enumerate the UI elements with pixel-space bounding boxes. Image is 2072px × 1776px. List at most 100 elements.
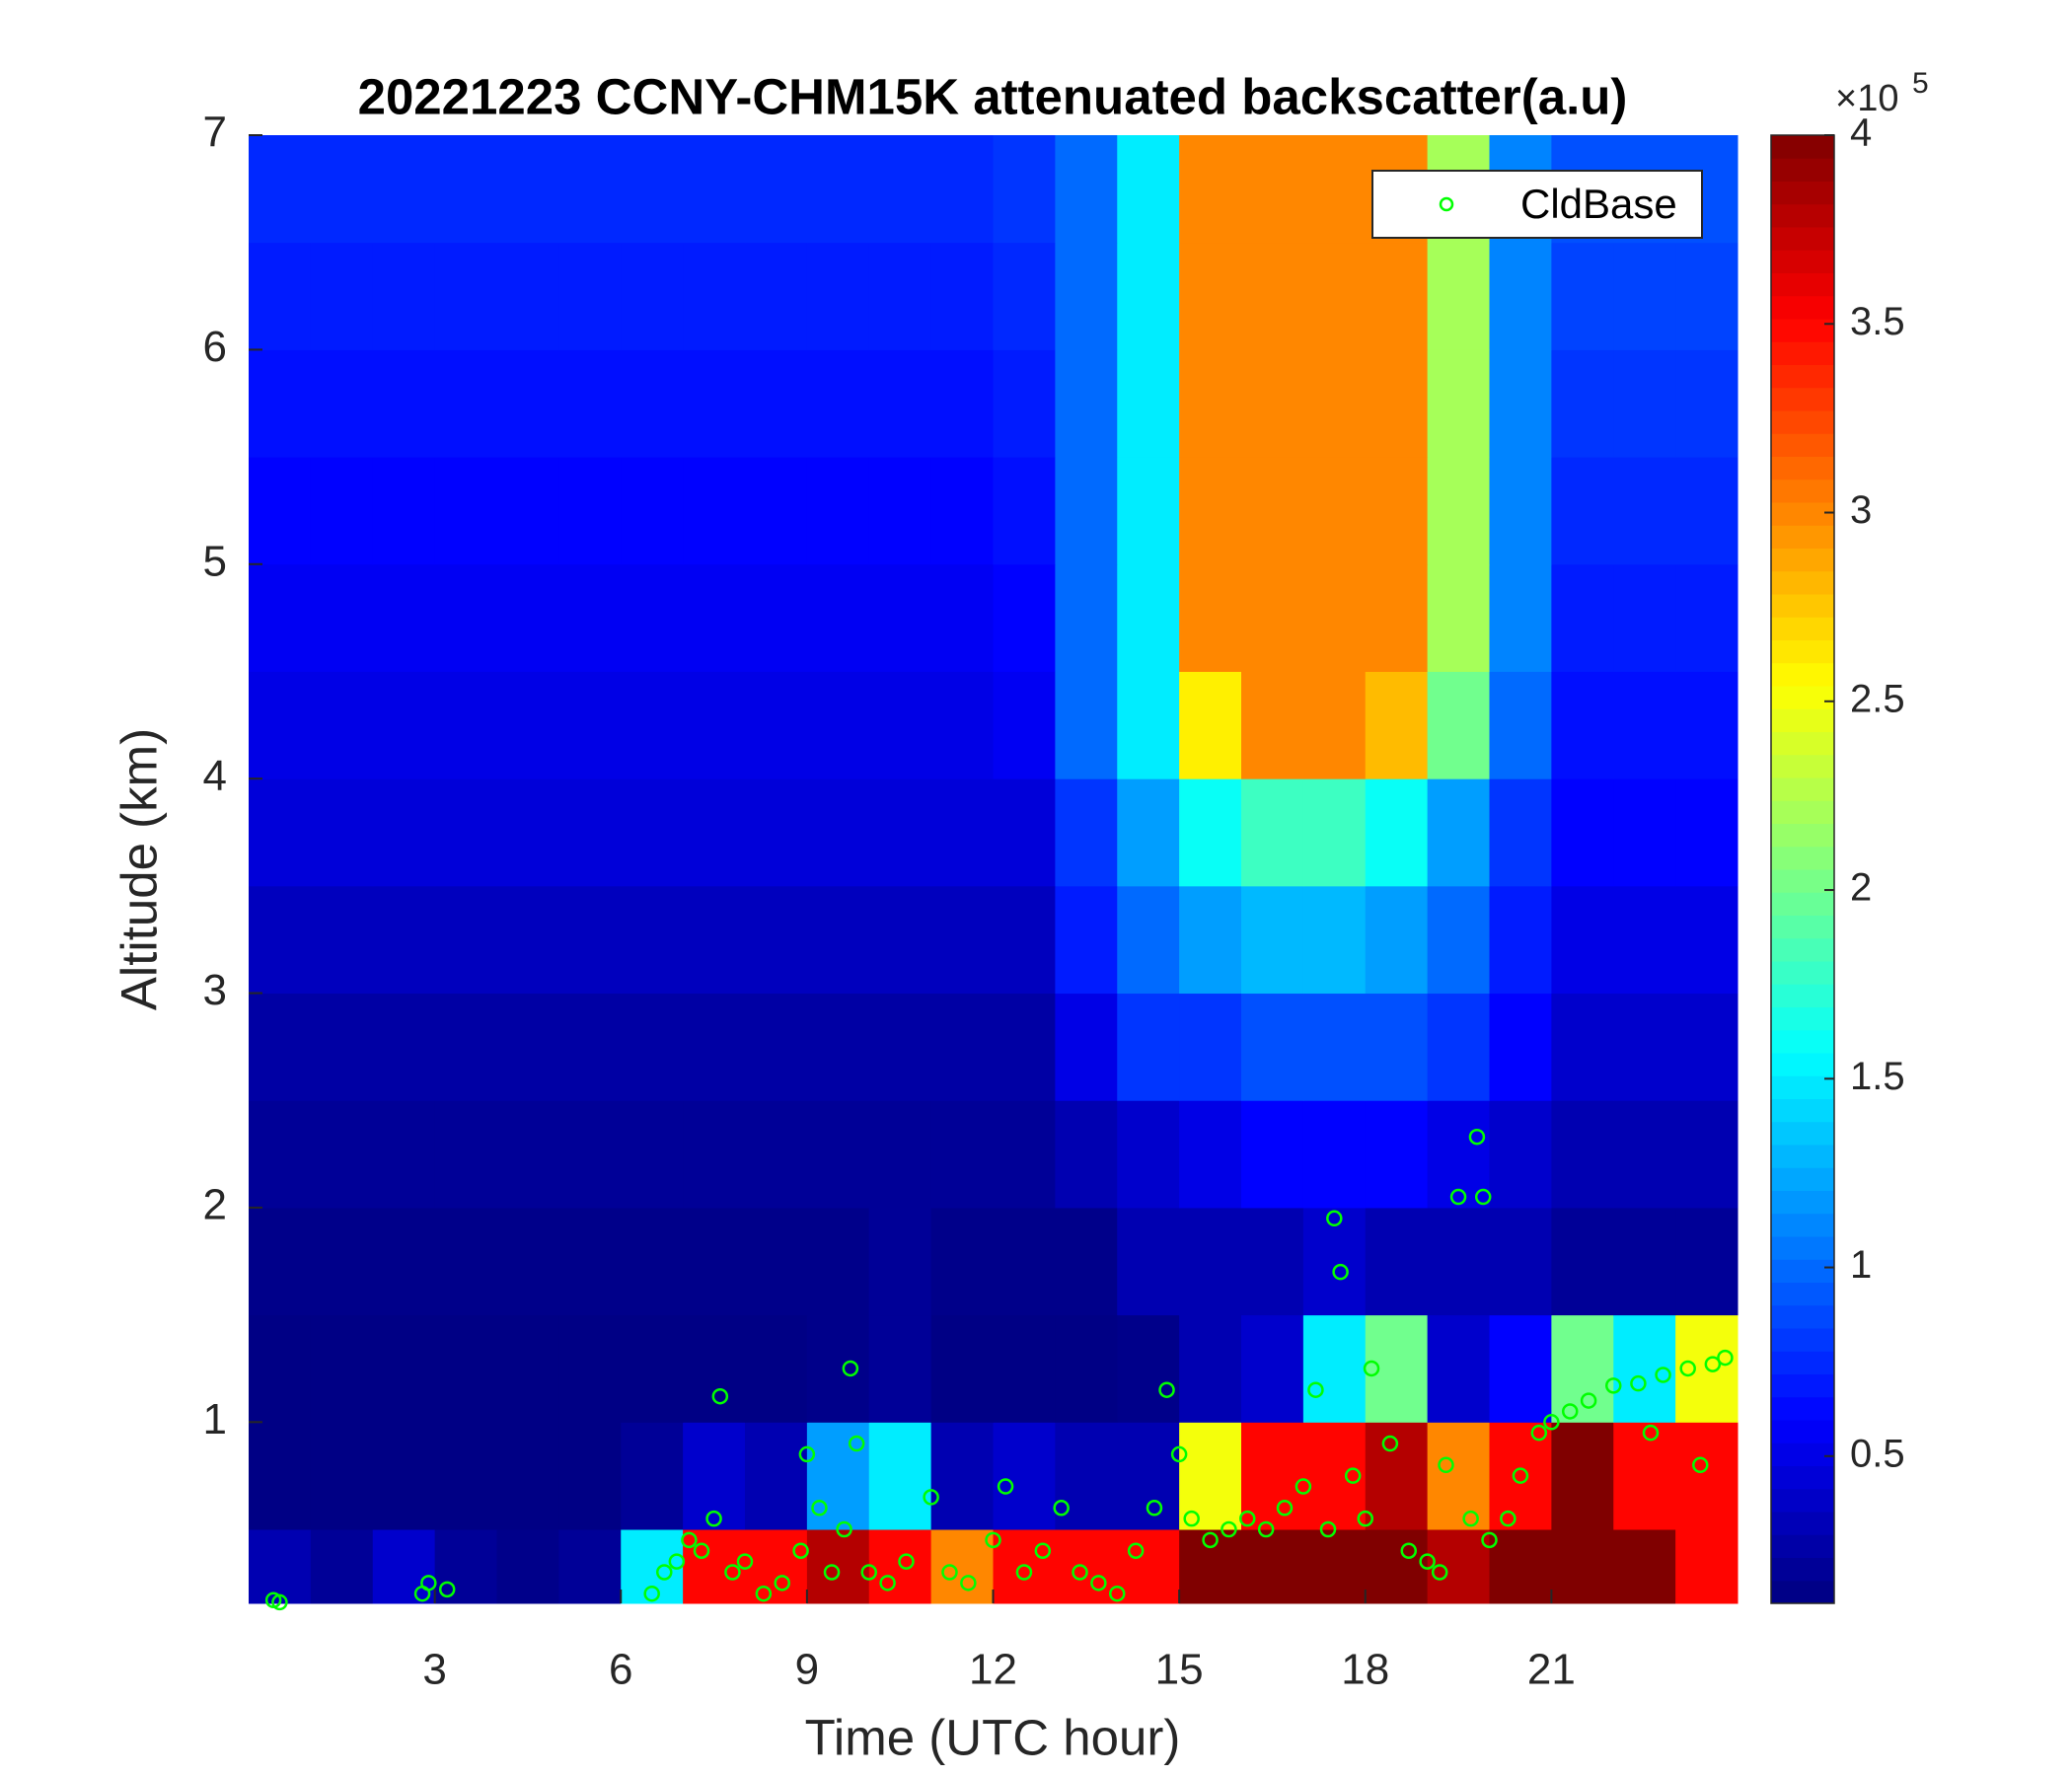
heatmap-cell xyxy=(1551,993,1614,1101)
heatmap-cell xyxy=(496,1529,559,1604)
heatmap-cell xyxy=(1427,778,1490,887)
heatmap-cell xyxy=(1365,885,1429,995)
colorbar-multiplier: ×10 xyxy=(1835,78,1898,119)
heatmap-cell xyxy=(1302,1422,1367,1530)
heatmap-cell xyxy=(1117,1314,1180,1423)
heatmap-cell xyxy=(1117,671,1180,779)
heatmap-cell xyxy=(558,885,622,995)
heatmap-cell xyxy=(1179,885,1242,995)
heatmap-cell xyxy=(249,671,312,779)
heatmap-cell xyxy=(993,135,1056,244)
cloud-base-point xyxy=(643,1585,660,1602)
heatmap-cell xyxy=(434,563,497,672)
heatmap-cell xyxy=(496,1314,559,1423)
heatmap-cell xyxy=(1117,1529,1180,1604)
heatmap-cell xyxy=(1551,349,1614,458)
cloud-base-point xyxy=(1481,1531,1498,1549)
heatmap-cell xyxy=(434,1100,497,1209)
heatmap-cell xyxy=(1365,1207,1429,1316)
heatmap-cell xyxy=(621,242,684,350)
heatmap-cell xyxy=(1613,1529,1676,1604)
heatmap-cell xyxy=(1241,1529,1304,1604)
chart-title: 20221223 CCNY-CHM15K attenuated backscat… xyxy=(358,68,1628,124)
colorbar-step xyxy=(1771,1190,1834,1215)
heatmap-cell xyxy=(1241,671,1304,779)
heatmap-cell xyxy=(745,885,808,995)
heatmap-cell xyxy=(806,778,870,887)
heatmap-cell xyxy=(1365,671,1429,779)
cloud-base-point xyxy=(1530,1424,1548,1442)
legend-label: CldBase xyxy=(1520,181,1677,227)
cloud-base-point xyxy=(1221,1520,1237,1538)
cloud-base-point xyxy=(1158,1381,1175,1398)
heatmap-cell xyxy=(1055,1100,1118,1209)
cloud-base-point xyxy=(1295,1478,1312,1495)
heatmap-cell xyxy=(1551,1422,1614,1530)
heatmap-cell xyxy=(1427,1207,1490,1316)
heatmap-cell xyxy=(558,778,622,887)
cloud-base-point xyxy=(836,1520,852,1538)
heatmap-cell xyxy=(1241,135,1304,244)
cloud-base-point xyxy=(811,1500,828,1517)
cloud-base-point xyxy=(1655,1367,1671,1383)
cloud-base-point xyxy=(1363,1360,1380,1377)
heatmap-cell xyxy=(1055,778,1118,887)
colorbar-step xyxy=(1771,1282,1834,1306)
colorbar-step xyxy=(1771,686,1834,709)
heatmap-cell xyxy=(745,993,808,1101)
cloud-base-point xyxy=(1400,1542,1418,1559)
x-tick-label: 9 xyxy=(795,1646,819,1694)
heatmap-cell xyxy=(1613,993,1676,1101)
colorbar-step xyxy=(1771,594,1834,618)
colorbar-step xyxy=(1771,1534,1834,1558)
heatmap-cell xyxy=(868,563,932,672)
heatmap-cell xyxy=(496,1207,559,1316)
heatmap-cell xyxy=(745,242,808,350)
heatmap-cell xyxy=(372,778,436,887)
cloud-base-point xyxy=(1561,1403,1579,1420)
heatmap-cell xyxy=(496,457,559,565)
heatmap-cell xyxy=(1302,457,1367,565)
heatmap-cell xyxy=(310,885,374,995)
colorbar-step xyxy=(1771,800,1834,824)
cloud-base-point xyxy=(1090,1575,1107,1591)
cloud-base-point xyxy=(1431,1564,1448,1581)
cloud-base-point xyxy=(1580,1392,1597,1409)
heatmap-cell xyxy=(558,242,622,350)
colorbar-step xyxy=(1771,1557,1834,1582)
heatmap-cell xyxy=(310,242,374,350)
colorbar-step xyxy=(1771,1236,1834,1260)
heatmap-cell xyxy=(434,885,497,995)
heatmap-cell xyxy=(249,349,312,458)
heatmap-cell xyxy=(1302,885,1367,995)
heatmap-cell xyxy=(868,135,932,244)
heatmap-cell xyxy=(1179,1529,1242,1604)
heatmap-cell xyxy=(1613,671,1676,779)
cloud-base-point xyxy=(1053,1500,1070,1517)
heatmap-cell xyxy=(1489,993,1552,1101)
cloud-base-point xyxy=(1109,1585,1126,1602)
heatmap-cell xyxy=(1365,1100,1429,1209)
heatmap-cell xyxy=(930,242,994,350)
colorbar-step xyxy=(1771,1580,1834,1604)
cloud-base-point xyxy=(736,1553,754,1570)
heatmap-cell xyxy=(621,778,684,887)
colorbar-step xyxy=(1771,1396,1834,1421)
heatmap-cell xyxy=(1365,1529,1429,1604)
colorbar-step xyxy=(1771,456,1834,481)
cloud-base-point xyxy=(842,1360,859,1377)
colorbar-step xyxy=(1771,433,1834,457)
cloud-base-point xyxy=(438,1581,456,1598)
heatmap-cell xyxy=(1365,778,1429,887)
heatmap-cell xyxy=(1117,1207,1180,1316)
heatmap-cell xyxy=(930,563,994,672)
heatmap-cell xyxy=(1302,1314,1367,1423)
heatmap-cell xyxy=(1427,242,1490,350)
colorbar-step xyxy=(1771,1121,1834,1146)
heatmap-cell xyxy=(930,993,994,1101)
heatmap-cell xyxy=(930,1422,994,1530)
heatmap-cell xyxy=(993,993,1056,1101)
heatmap-cell xyxy=(993,1422,1056,1530)
colorbar-tick-label: 1 xyxy=(1850,1243,1872,1287)
cloud-base-point xyxy=(848,1435,865,1452)
